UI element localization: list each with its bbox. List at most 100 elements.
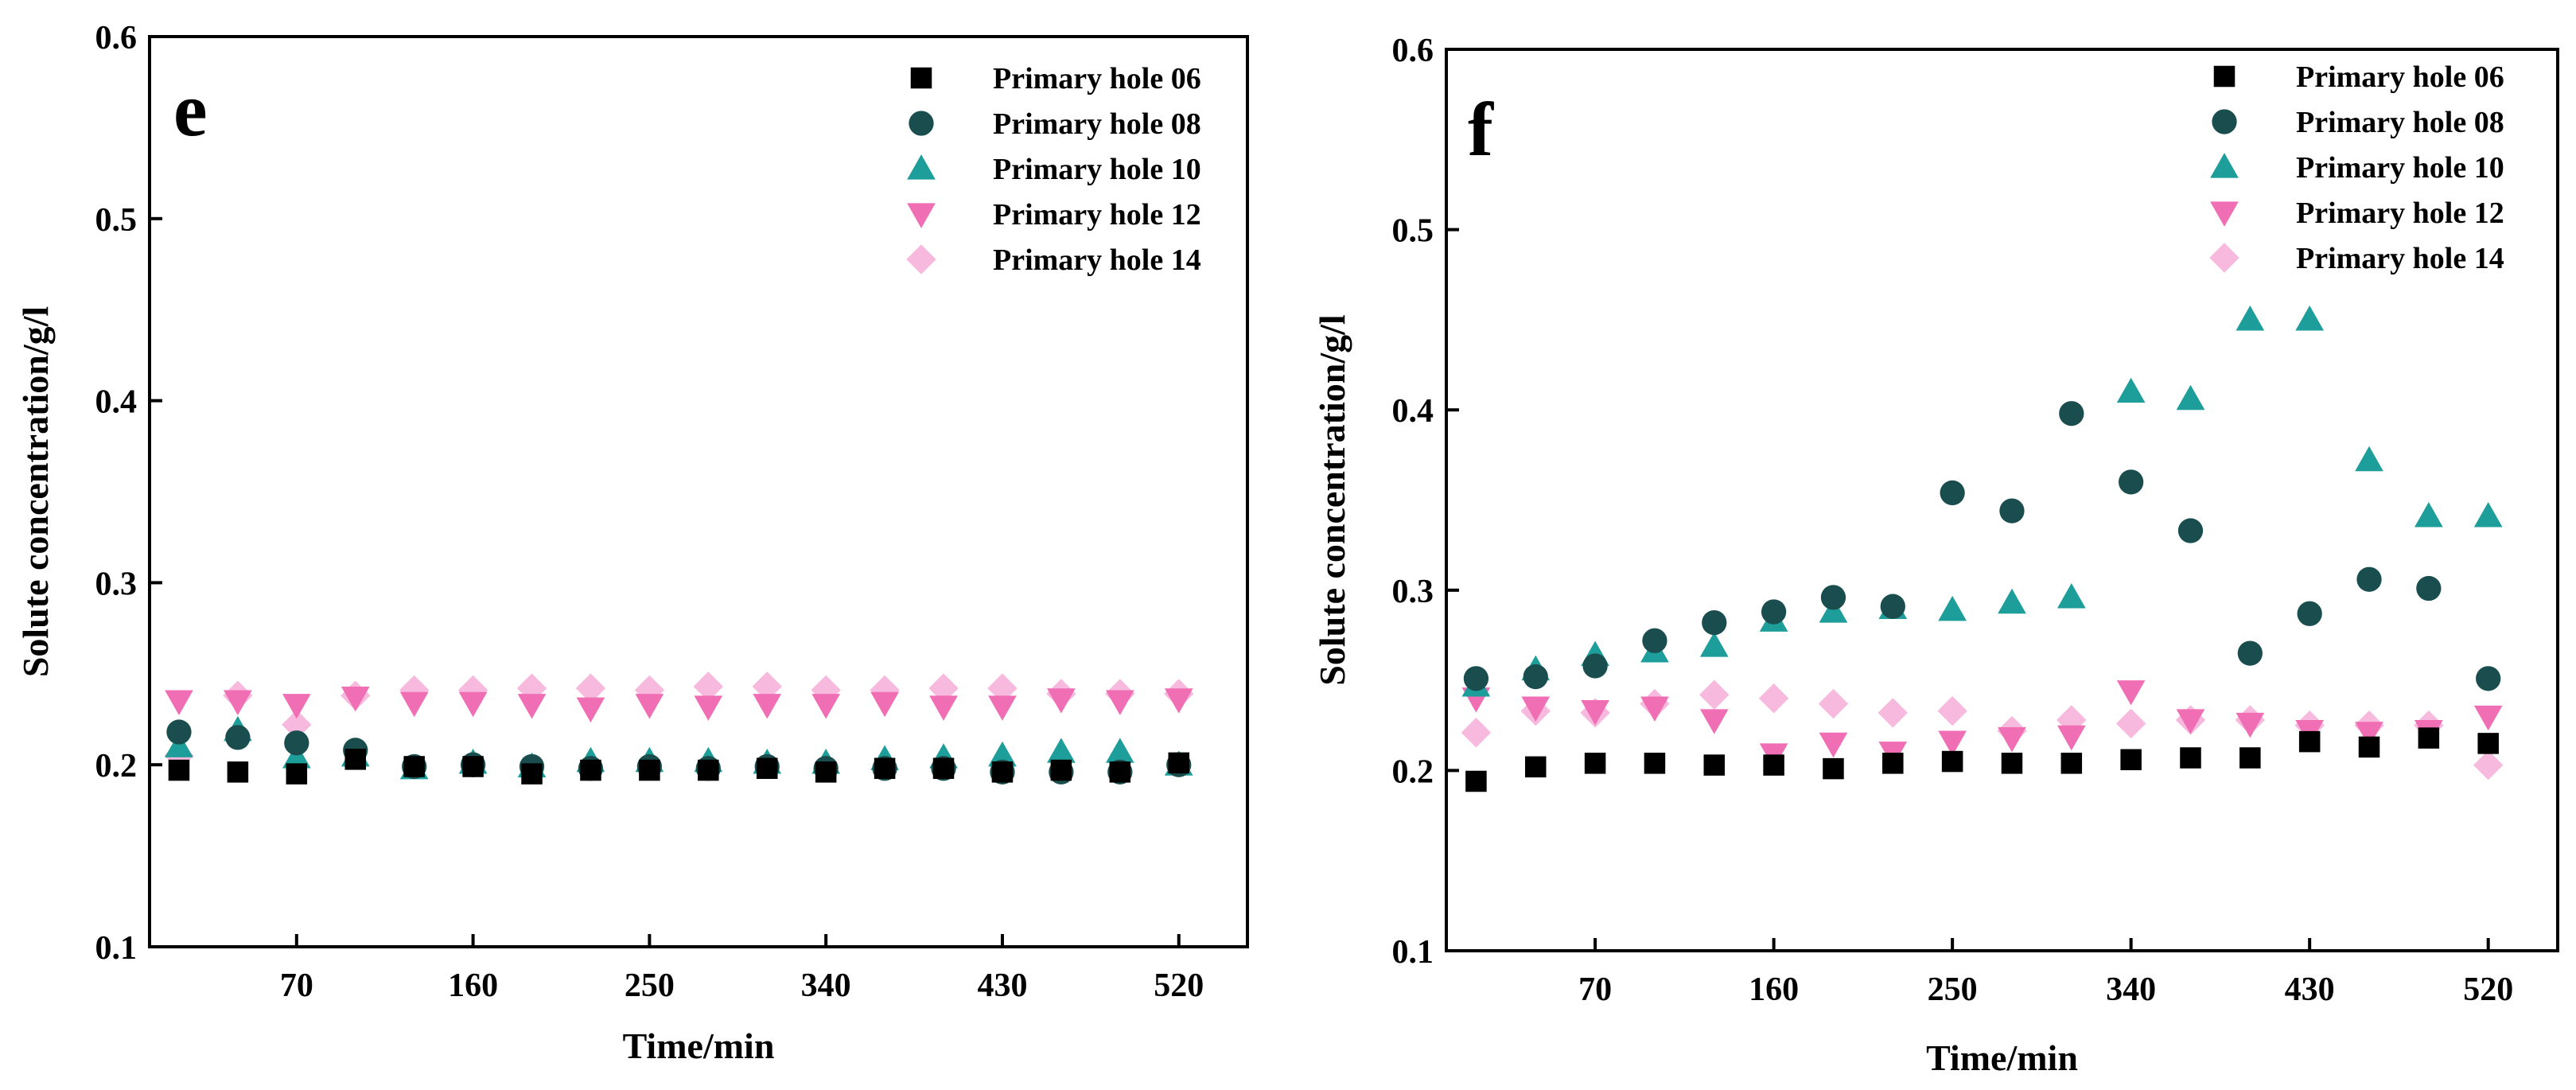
x-tick-label: 340 (2106, 971, 2156, 1008)
legend-label: Primary hole 10 (993, 153, 1201, 186)
data-point (1998, 727, 2026, 753)
data-point (2476, 666, 2501, 691)
legend-marker (907, 154, 936, 180)
data-point (1999, 498, 2025, 524)
data-point (2295, 306, 2325, 331)
series-primary-hole-08 (166, 719, 1192, 784)
data-point (1644, 753, 1666, 774)
data-point (2057, 583, 2086, 609)
data-point (2356, 566, 2382, 592)
data-point (811, 694, 841, 719)
legend-label: Primary hole 06 (993, 62, 1201, 95)
data-point (399, 691, 429, 718)
data-point (2119, 469, 2144, 495)
data-point (2236, 712, 2265, 738)
data-point (2298, 730, 2321, 753)
data-point (1758, 683, 1789, 714)
legend-label: Primary hole 14 (993, 243, 1201, 277)
x-tick-label: 520 (1154, 967, 1204, 1004)
data-point (1640, 696, 1669, 722)
y-tick-label: 0.6 (1392, 33, 1434, 69)
data-point (1109, 761, 1131, 783)
data-point (1642, 628, 1667, 653)
series-primary-hole-08 (1463, 401, 2501, 691)
x-axis-title: Time/min (1926, 1037, 2078, 1078)
data-point (693, 672, 724, 702)
data-point (988, 741, 1017, 767)
x-tick-label: 160 (1749, 971, 1799, 1008)
data-point (2116, 680, 2146, 706)
data-point (694, 695, 723, 721)
data-point (224, 690, 252, 715)
data-point (1105, 690, 1134, 715)
data-point (2115, 708, 2146, 739)
data-point (1584, 753, 1606, 774)
legend-label: Primary hole 08 (993, 107, 1201, 141)
data-point (2473, 502, 2503, 527)
data-point (1699, 679, 1730, 710)
data-point (2057, 705, 2087, 735)
y-axis-title: Solute concentration/g/l (1312, 314, 1352, 685)
y-tick-label: 0.5 (95, 202, 138, 239)
data-point (2355, 446, 2383, 472)
series-primary-hole-12 (1461, 680, 2503, 769)
y-tick-label: 0.1 (1392, 934, 1434, 971)
series-primary-hole-06 (168, 749, 1190, 784)
data-point (1941, 750, 1963, 773)
data-point (286, 763, 308, 784)
data-point (227, 761, 249, 783)
data-point (575, 673, 606, 703)
legend-label: Primary hole 08 (2296, 106, 2504, 139)
series-primary-hole-06 (1465, 727, 2499, 792)
legend-marker (2212, 109, 2237, 134)
data-point (1524, 756, 1547, 778)
data-point (756, 757, 778, 780)
legend-marker (2209, 243, 2239, 273)
data-point (166, 719, 192, 745)
data-point (462, 756, 484, 777)
y-tick-label: 0.1 (95, 930, 138, 967)
data-point (282, 710, 312, 740)
data-point (2059, 401, 2084, 426)
legend: Primary hole 06 Primary hole 08 Primary ho… (906, 62, 1201, 277)
data-point (870, 691, 899, 718)
data-point (753, 694, 782, 719)
x-tick-label: 340 (801, 967, 851, 1004)
data-point (2116, 377, 2146, 403)
legend-marker (909, 111, 934, 136)
data-point (1047, 738, 1076, 763)
x-tick-label: 430 (2285, 971, 2335, 1008)
y-tick-label: 0.6 (95, 20, 138, 56)
data-point (576, 697, 605, 723)
data-point (2355, 722, 2383, 747)
data-point (1998, 588, 2026, 614)
series-primary-hole-12 (165, 686, 1193, 723)
legend-marker (906, 244, 936, 274)
data-point (1463, 666, 1489, 691)
data-point (2176, 384, 2205, 411)
data-point (458, 691, 488, 718)
series-primary-hole-10 (165, 715, 1193, 780)
legend-label: Primary hole 10 (2296, 151, 2504, 185)
data-point (2418, 727, 2440, 749)
y-tick-label: 0.3 (95, 566, 138, 602)
data-point (1820, 585, 1846, 610)
data-point (1937, 695, 1967, 726)
data-point (2237, 640, 2263, 666)
data-point (2120, 749, 2142, 771)
data-point (874, 757, 896, 780)
data-point (1938, 730, 1967, 756)
data-point (2473, 749, 2504, 781)
data-point (2001, 753, 2023, 774)
data-point (1582, 653, 1608, 679)
data-point (1699, 632, 1729, 657)
x-tick-label: 70 (280, 967, 313, 1004)
data-point (1521, 696, 1551, 722)
y-axis-title: Solute concentration/g/l (15, 306, 56, 677)
plot-frame (1445, 48, 2559, 952)
data-point (2060, 753, 2083, 774)
y-tick-label: 0.2 (1392, 753, 1434, 790)
data-point (1938, 595, 1967, 621)
data-point (1819, 598, 1848, 623)
legend-marker (2210, 153, 2239, 178)
